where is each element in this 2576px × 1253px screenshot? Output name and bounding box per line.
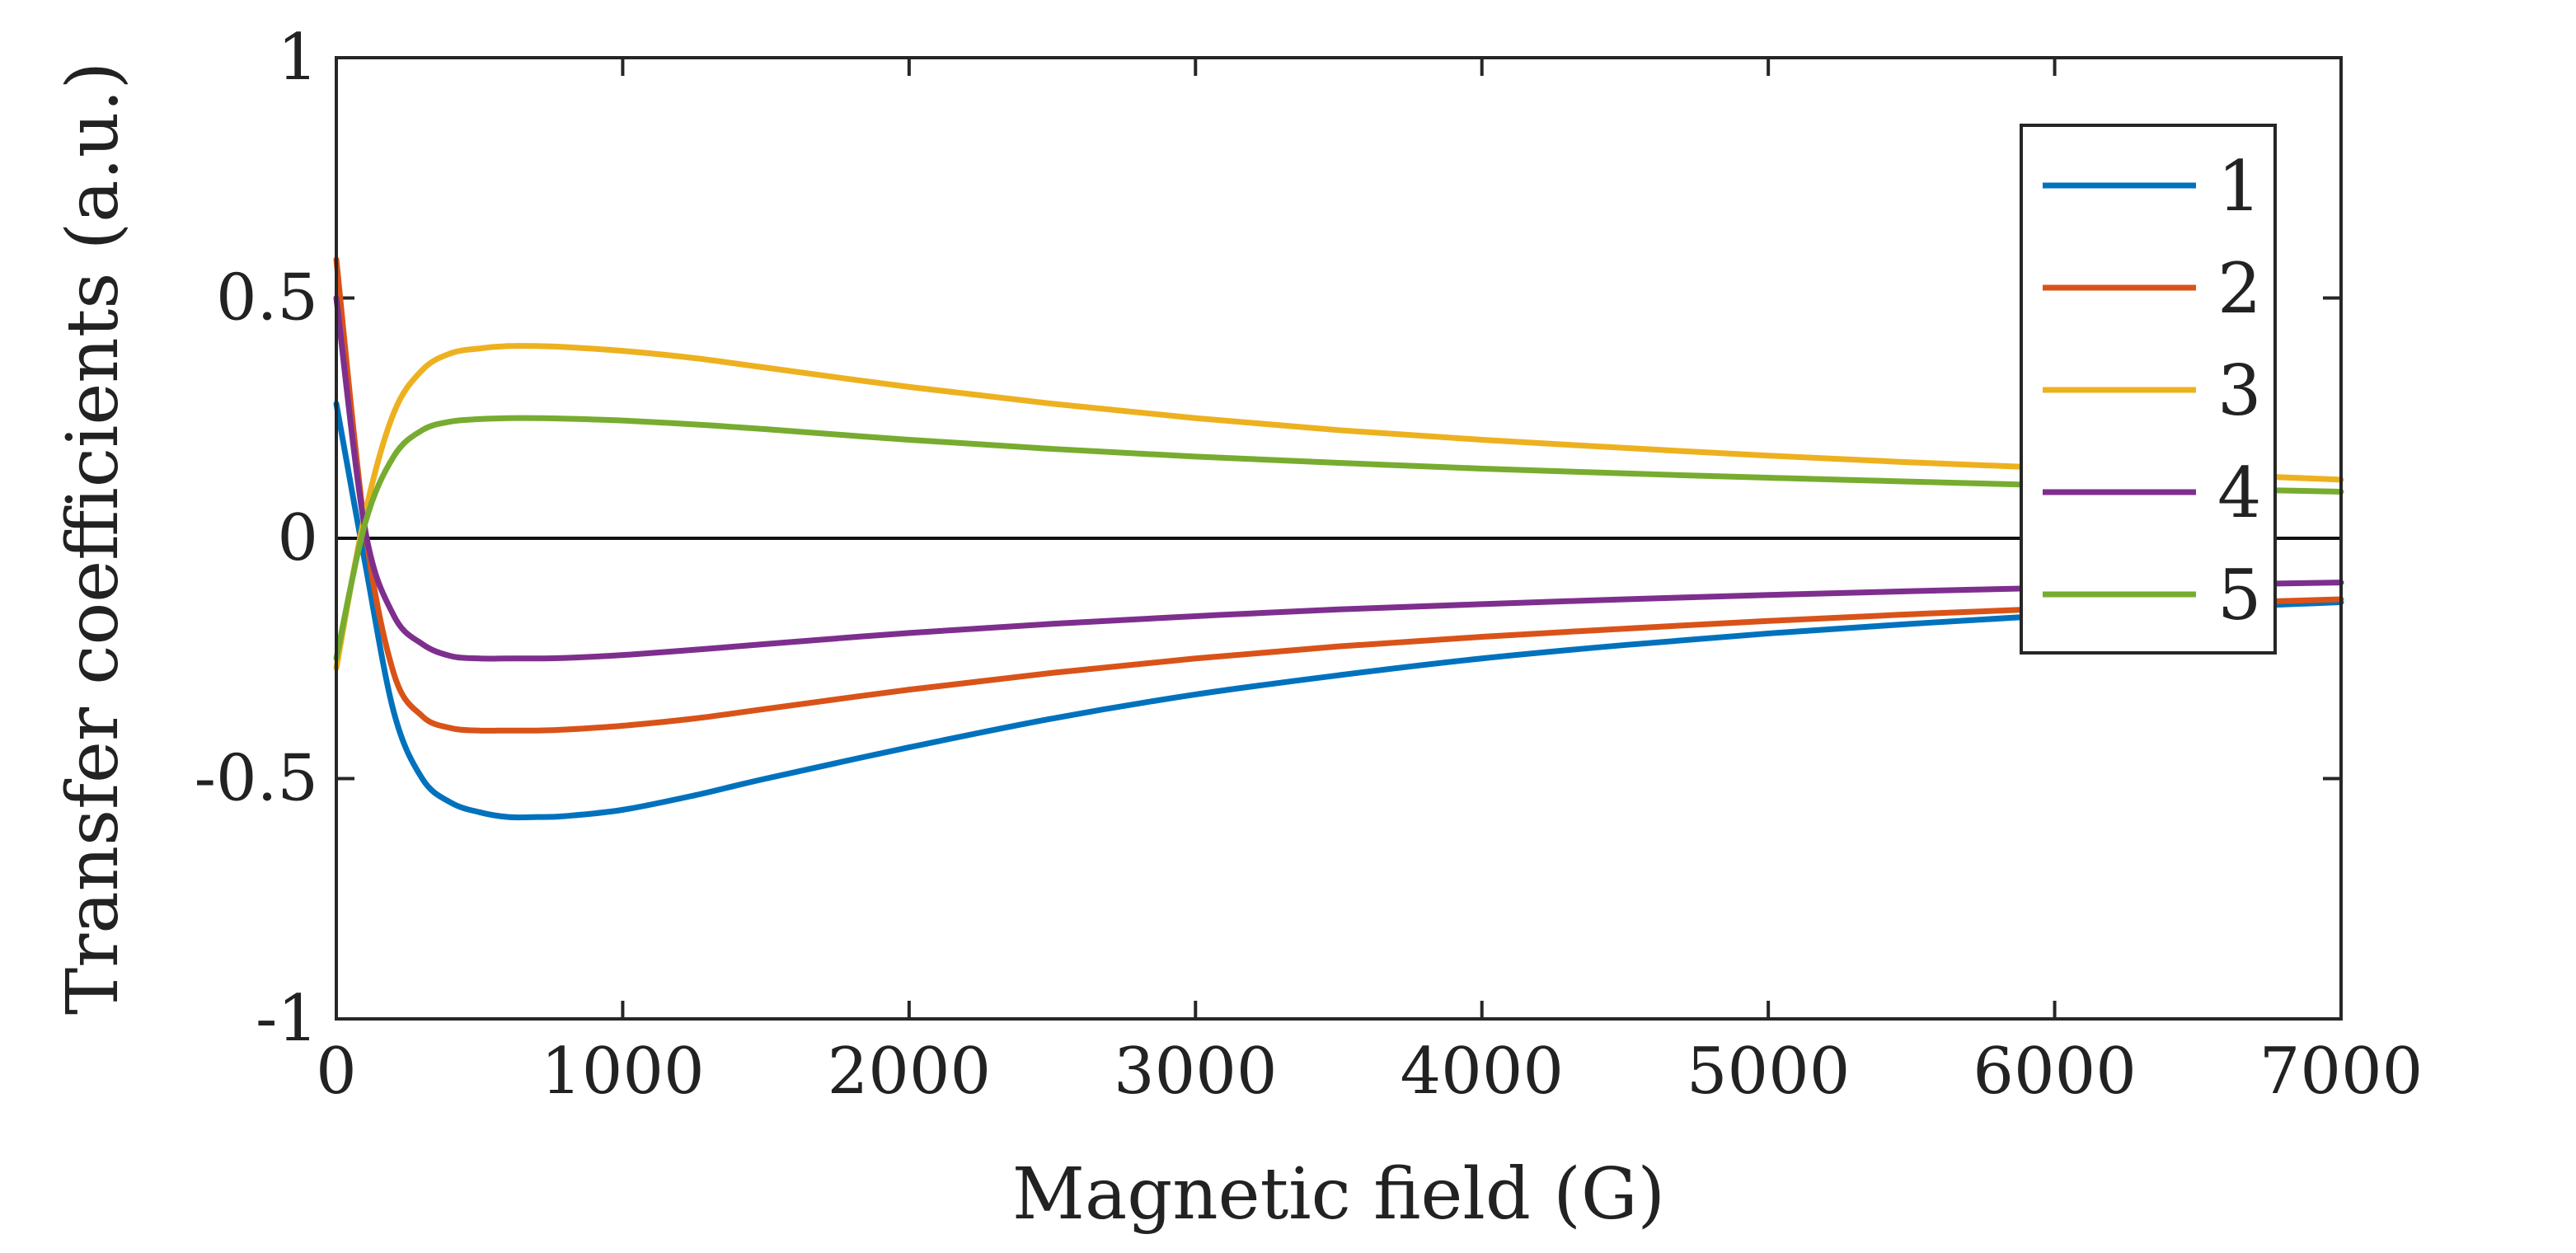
legend-label-1: 1	[2217, 146, 2261, 227]
legend-label-4: 4	[2217, 453, 2261, 533]
x-tick-label: 0	[316, 1035, 357, 1109]
tick-labels: 0 1000 2000 3000 4000 5000 6000 7000 -1 -0.5 0 0.5 1	[195, 21, 2424, 1109]
x-tick-label: 1000	[541, 1035, 705, 1109]
x-tick-label: 7000	[2259, 1035, 2424, 1109]
x-tick-label: 6000	[1973, 1035, 2137, 1109]
legend-label-2: 2	[2217, 248, 2261, 329]
series-line-5	[333, 415, 2344, 662]
y-tick-label: -1	[256, 982, 318, 1056]
series-line-1	[333, 401, 2344, 821]
legend-label-5: 5	[2217, 555, 2261, 636]
x-tick-label: 4000	[1400, 1035, 1564, 1109]
series-line-3	[333, 343, 2344, 671]
x-tick-label: 2000	[828, 1035, 992, 1109]
legend: 1 2 3 4 5	[2020, 124, 2277, 655]
series-lines	[333, 256, 2344, 821]
plot-frame	[335, 56, 2343, 1021]
y-tick-label: 1	[277, 21, 318, 95]
x-axis-title: Magnetic field (G)	[1012, 1153, 1665, 1236]
series-line-2	[333, 256, 2344, 734]
x-tick-label: 3000	[1114, 1035, 1278, 1109]
legend-label-3: 3	[2217, 350, 2261, 431]
series-line-4	[333, 295, 2344, 662]
y-tick-label: -0.5	[195, 742, 318, 816]
y-tick-label: 0.5	[216, 261, 318, 336]
legend-items: 1 2 3 4 5	[2043, 146, 2261, 636]
y-tick-label: 0	[277, 501, 318, 575]
y-axis-title: Transfer coefficients (a.u.)	[52, 62, 134, 1015]
x-tick-label: 5000	[1687, 1035, 1851, 1109]
